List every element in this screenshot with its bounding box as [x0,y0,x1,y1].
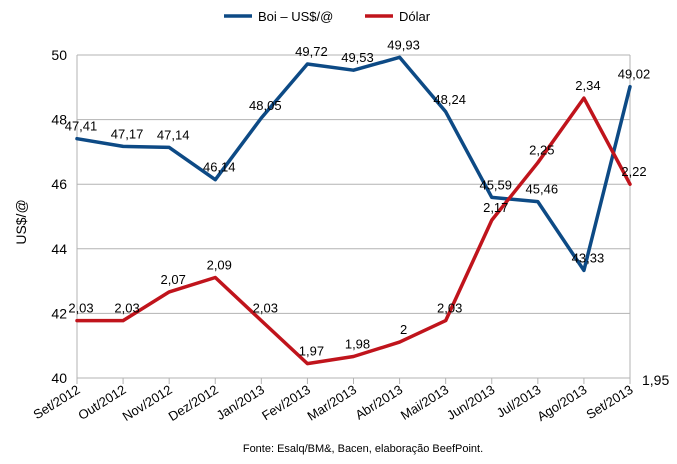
x-tick-label: Mar/2013 [305,382,360,424]
data-label: 48,05 [249,98,282,113]
y-axis-label: US$/@ [13,199,29,244]
data-label: 2,03 [437,301,462,316]
data-label: 45,46 [526,182,559,197]
y2-tick-label: 1,95 [642,372,669,388]
legend: Boi – US$/@ Dólar [224,9,431,24]
data-label: 49,53 [341,50,374,65]
data-label: 2,07 [161,272,186,287]
data-label: 1,98 [345,336,370,351]
y-tick-label: 46 [51,176,67,192]
data-label: 49,72 [295,44,328,59]
series-line-dolar [75,96,632,366]
data-label: 47,41 [65,119,98,134]
data-label: 47,14 [157,127,190,142]
x-tick-label: Set/2012 [31,382,83,422]
series-lines [75,55,632,366]
data-label: 2,03 [68,301,93,316]
x-tick-label: Fev/2013 [259,382,313,423]
data-label: 47,17 [111,126,144,141]
data-label: 2,17 [483,200,508,215]
data-label: 48,24 [433,92,466,107]
x-tick-label: Jan/2013 [214,382,267,423]
data-label: 2,34 [575,78,600,93]
data-labels: 47,41 47,17 47,14 46,14 48,05 49,72 49,53 49,93… [65,37,651,358]
x-tick-label: Nov/2012 [120,382,175,424]
series-line-boi [75,55,632,273]
data-label: 49,93 [387,37,420,52]
y-tick-label: 44 [51,241,67,257]
data-label: 1,97 [299,344,324,359]
legend-label: Boi – US$/@ [258,9,333,24]
data-label: 2,22 [621,164,646,179]
y-tick-label: 48 [51,112,67,128]
source-note: Fonte: Esalq/BM&, Bacen, elaboração Beef… [243,443,483,455]
data-label: 2,09 [207,258,232,273]
x-tick-label: Ago/2013 [534,382,589,424]
y-tick-label: 50 [51,47,67,63]
data-label: 45,59 [479,177,512,192]
x-tick-label: Out/2012 [75,382,128,423]
axes: 40 42 44 46 48 50 1,95 Set/2012Out/2012Nov/2012… [31,47,670,424]
x-tick-label: Jun/2013 [444,382,497,423]
legend-label: Dólar [399,9,431,24]
x-tick-label: Set/2013 [584,382,636,422]
data-label: 2,03 [114,301,139,316]
data-label: 2,03 [253,301,278,316]
data-label: 2,25 [529,143,554,158]
data-label: 49,02 [618,67,651,82]
data-label: 46,14 [203,160,236,175]
x-tick-label: Mai/2013 [398,382,451,423]
data-label: 43,33 [572,250,605,265]
y-tick-label: 42 [51,305,67,321]
x-tick-label: Dez/2012 [166,382,221,424]
y-tick-label: 40 [51,370,67,386]
data-label: 2 [400,322,407,337]
x-tick-label: Abr/2013 [352,382,405,423]
